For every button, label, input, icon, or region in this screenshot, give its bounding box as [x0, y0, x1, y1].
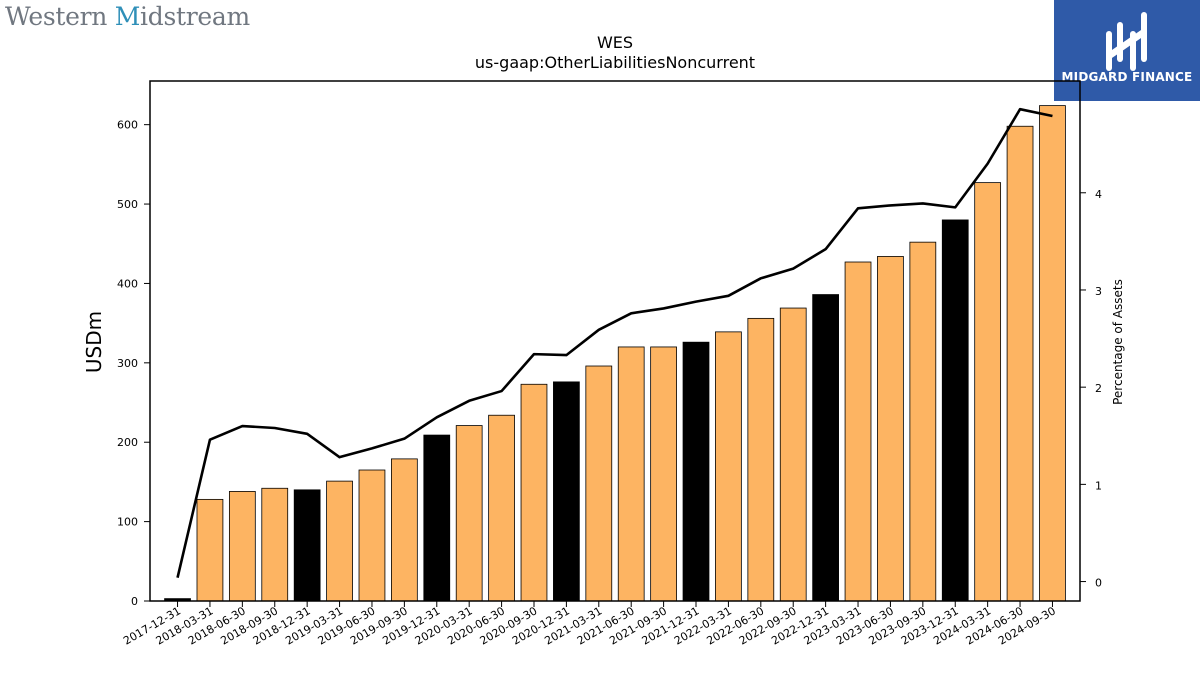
y-tick-label: 500 — [117, 198, 138, 211]
bar-2018-03-31 — [196, 498, 224, 602]
bar-2020-03-31 — [455, 425, 483, 602]
brand-logo: MIDGARD FINANCE — [1054, 0, 1200, 101]
y-tick-label: 100 — [117, 516, 138, 529]
y-tick-label: 400 — [117, 277, 138, 290]
bar-2021-12-31 — [682, 341, 710, 602]
bar-2022-09-30 — [779, 307, 807, 602]
bar-group — [164, 105, 1066, 602]
bar-2018-09-30 — [261, 487, 289, 602]
bar-2020-09-30 — [520, 383, 548, 602]
bar-2023-06-30 — [877, 256, 904, 602]
y-tick-label: 300 — [117, 357, 138, 370]
y2-tick-label: 4 — [1095, 188, 1102, 201]
bar-2019-06-30 — [358, 469, 386, 602]
chart-title: WES — [597, 33, 633, 52]
y-tick-label: 600 — [117, 119, 138, 132]
y-tick-label: 0 — [131, 595, 138, 608]
bar-2019-03-31 — [326, 480, 353, 602]
bar-2024-09-30 — [1039, 105, 1066, 602]
bar-2023-09-30 — [909, 241, 937, 602]
bar-2020-06-30 — [488, 414, 515, 602]
bar-2021-06-30 — [617, 346, 645, 602]
bar-2020-12-31 — [553, 381, 580, 602]
bar-2023-12-31 — [941, 219, 969, 602]
x-axis: 2017-12-312018-03-312018-06-302018-09-30… — [121, 601, 1058, 648]
percentage-of-assets-line — [176, 107, 1053, 578]
bar-2023-03-31 — [844, 261, 872, 602]
y2-tick-label: 1 — [1095, 479, 1102, 492]
bar-2024-03-31 — [974, 182, 1002, 602]
y2-axis-label: Percentage of Assets — [1111, 279, 1125, 405]
line-group — [176, 107, 1053, 578]
y-tick-label: 200 — [117, 436, 138, 449]
brand-name: MIDGARD FINANCE — [1061, 70, 1193, 84]
y2-tick-label: 2 — [1095, 382, 1102, 395]
company-logo-text-end: idstream — [140, 2, 250, 31]
company-logo-text: Western — [5, 2, 115, 31]
bar-2019-12-31 — [423, 434, 451, 602]
y-axis-left: 0 100 200 300 400 500 600 — [117, 119, 150, 608]
y-axis-label: USDm — [82, 311, 106, 373]
y-axis-right: 0 1 2 3 4 — [1080, 188, 1102, 590]
bar-2021-03-31 — [585, 365, 613, 602]
bar-2024-06-30 — [1006, 125, 1034, 602]
company-logo: Western Midstream — [5, 2, 250, 31]
bar-2022-03-31 — [715, 331, 742, 602]
bar-2021-09-30 — [650, 346, 677, 602]
company-logo-accent: M — [114, 2, 141, 31]
chart-subtitle: us-gaap:OtherLiabilitiesNoncurrent — [475, 53, 755, 72]
bar-2019-09-30 — [391, 458, 418, 602]
plot-area-frame — [149, 80, 1081, 602]
bar-2018-06-30 — [228, 491, 256, 602]
brand-mark-icon — [1106, 12, 1147, 71]
y2-tick-label: 0 — [1095, 577, 1102, 590]
bar-2018-12-31 — [293, 489, 321, 602]
bar-2022-12-31 — [812, 294, 839, 602]
bar-2022-06-30 — [747, 317, 775, 602]
y2-tick-label: 3 — [1095, 285, 1102, 298]
